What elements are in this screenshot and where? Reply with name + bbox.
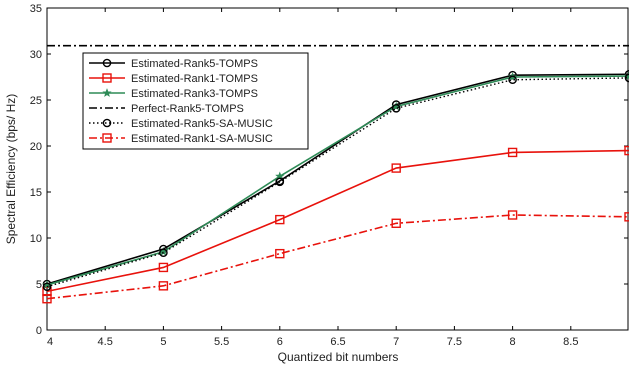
series-line [46, 214, 629, 300]
data-point [391, 218, 401, 228]
data-point [508, 75, 517, 85]
series-5 [42, 73, 629, 292]
data-point [159, 248, 168, 258]
data-point [275, 177, 285, 187]
data-point [507, 210, 518, 220]
y-tick-label: 30 [30, 49, 42, 61]
series-line [46, 77, 629, 288]
data-point [275, 214, 285, 225]
legend-box [82, 52, 309, 150]
data-point [391, 163, 401, 173]
y-axis-title: Spectral Efficiency (bps/ Hz) [4, 94, 18, 245]
legend-marker [102, 133, 112, 143]
series-6 [42, 210, 629, 304]
legend-marker [102, 73, 112, 83]
series-line [46, 75, 629, 286]
data-point [42, 294, 52, 304]
y-tick-label: 25 [30, 95, 42, 107]
y-tick-label: 0 [36, 325, 42, 337]
series-line [46, 149, 629, 293]
legend-entry-label: Estimated-Rank5-TOMPS [131, 58, 258, 70]
legend: Estimated-Rank5-TOMPS Estimated-Rank1-TOM… [82, 52, 309, 150]
y-tick-label: 5 [36, 279, 42, 291]
legend-entry-label: Perfect-Rank5-TOMPS [131, 103, 244, 115]
x-tick-label: 6 [277, 336, 283, 348]
data-point [42, 282, 52, 292]
data-point [507, 147, 518, 158]
legend-entry-label: Estimated-Rank5-SA-MUSIC [131, 118, 273, 130]
legend-entry-label: Estimated-Rank1-SA-MUSIC [131, 133, 273, 145]
x-tick-label: 8.5 [563, 336, 578, 348]
legend-entry-label: Estimated-Rank3-TOMPS [131, 88, 258, 100]
x-tick-label: 5.5 [214, 336, 229, 348]
legend-marker [102, 118, 112, 128]
y-tick-label: 20 [30, 141, 42, 153]
data-point [391, 103, 401, 113]
legend-entry-label: Estimated-Rank1-TOMPS [131, 73, 258, 85]
y-tick-label: 35 [30, 3, 42, 15]
series-layer [42, 44, 629, 304]
data-point [275, 248, 285, 259]
legend-marker [102, 88, 112, 97]
x-axis-title: Quantized bit numbers [278, 350, 399, 364]
x-tick-label: 6.5 [330, 336, 345, 348]
data-point [624, 69, 629, 79]
data-point [624, 73, 629, 83]
y-tick-label: 10 [30, 233, 42, 245]
legend-marker [102, 58, 112, 68]
series-line [46, 73, 629, 285]
data-point [624, 212, 629, 222]
x-tick-label: 7.5 [447, 336, 462, 348]
x-tick-label: 4 [47, 336, 53, 348]
x-tick-label: 7 [393, 336, 399, 348]
x-tick-label: 4.5 [98, 336, 113, 348]
data-point [624, 145, 629, 156]
y-tick-label: 15 [30, 187, 42, 199]
axis-titles: Quantized bit numbers Spectral Efficienc… [4, 94, 398, 364]
data-point [158, 281, 169, 291]
x-tick-label: 8 [510, 336, 516, 348]
x-tick-label: 5 [160, 336, 166, 348]
data-point [158, 262, 169, 273]
